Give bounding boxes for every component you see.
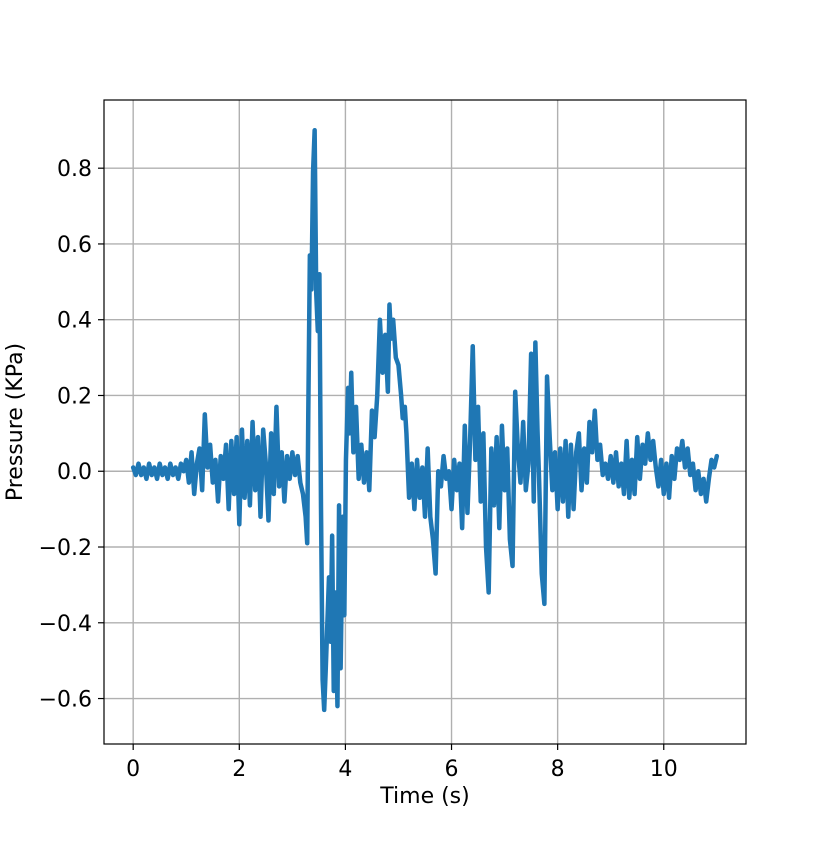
y-tick-label: 0.6 bbox=[57, 233, 92, 258]
x-tick-label: 0 bbox=[126, 757, 140, 782]
series-lines bbox=[130, 128, 720, 713]
x-axis-ticks: 0 2 4 6 8 10 bbox=[126, 744, 678, 782]
y-tick-label: 0.8 bbox=[57, 157, 92, 182]
x-tick-label: 2 bbox=[232, 757, 246, 782]
y-tick-label: 0.2 bbox=[57, 384, 92, 409]
y-tick-label: −0.2 bbox=[39, 536, 92, 561]
y-tick-label: 0.0 bbox=[57, 460, 92, 485]
series-line bbox=[130, 128, 720, 713]
x-tick-label: 10 bbox=[650, 757, 678, 782]
y-tick-label: −0.6 bbox=[39, 688, 92, 713]
x-tick-label: 8 bbox=[551, 757, 565, 782]
x-tick-label: 6 bbox=[445, 757, 459, 782]
x-axis-label: Time (s) bbox=[379, 784, 469, 809]
axes-frame bbox=[103, 99, 747, 745]
grid bbox=[104, 100, 746, 744]
x-tick-label: 4 bbox=[338, 757, 352, 782]
y-axis-ticks: −0.6 −0.4 −0.2 0.0 0.2 0.4 0.6 0.8 bbox=[39, 157, 104, 713]
y-tick-label: 0.4 bbox=[57, 309, 92, 334]
y-tick-label: −0.4 bbox=[39, 612, 92, 637]
y-axis-label: Pressure (KPa) bbox=[3, 343, 28, 501]
